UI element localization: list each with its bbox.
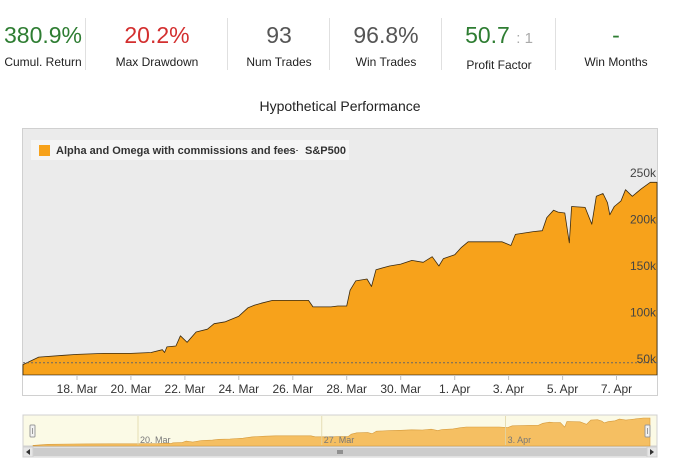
x-tick-label: 26. Mar xyxy=(272,382,313,396)
stat-label: Cumul. Return xyxy=(4,55,82,69)
stat-value: 93 xyxy=(266,22,292,48)
x-tick-label: 7. Apr xyxy=(601,382,632,396)
navigator[interactable]: 20. Mar 27. Mar 3. Apr xyxy=(22,414,658,447)
legend-label-sp500[interactable]: S&P500 xyxy=(305,145,346,157)
y-tick-label: 50k xyxy=(637,352,657,366)
stat-win-trades: 96.8% Win Trades xyxy=(330,0,442,82)
stat-value: 96.8% xyxy=(353,22,419,48)
stat-label: Num Trades xyxy=(246,55,312,69)
y-tick-label: 250k xyxy=(630,166,657,180)
x-tick-label: 18. Mar xyxy=(57,382,98,396)
stat-profit-factor: 50.7 : 1 Profit Factor xyxy=(442,0,556,82)
stat-label: Profit Factor xyxy=(466,58,532,72)
stat-divider xyxy=(227,18,228,70)
legend-swatch-alpha[interactable] xyxy=(39,145,50,156)
arrow-right-icon xyxy=(650,449,654,455)
stat-value: 20.2% xyxy=(124,22,190,48)
stat-divider xyxy=(555,18,556,70)
stat-divider xyxy=(85,18,86,70)
stats-bar: 380.9% Cumul. Return 20.2% Max Drawdown … xyxy=(0,0,690,82)
x-tick-label: 5. Apr xyxy=(547,382,578,396)
stat-value-group: 50.7 : 1 xyxy=(442,22,556,52)
x-tick-label: 3. Apr xyxy=(493,382,524,396)
navigator-tick-label: 20. Mar xyxy=(140,435,171,445)
x-tick-label: 22. Mar xyxy=(165,382,206,396)
scrollbar[interactable] xyxy=(22,446,658,458)
series-area-alpha-omega xyxy=(22,181,658,376)
x-tick-label: 20. Mar xyxy=(111,382,152,396)
y-tick-label: 150k xyxy=(630,259,657,273)
legend-background xyxy=(31,140,349,160)
legend-label-alpha[interactable]: Alpha and Omega with commissions and fee… xyxy=(56,145,296,157)
stat-label: Win Months xyxy=(584,55,648,69)
x-tick-label: 1. Apr xyxy=(439,382,470,396)
stat-value: - xyxy=(612,22,620,48)
y-tick-label: 200k xyxy=(630,213,657,227)
stat-label: Win Trades xyxy=(355,55,417,69)
chart-legend: Alpha and Omega with commissions and fee… xyxy=(31,140,349,160)
stat-value: 380.9% xyxy=(3,22,82,48)
navigator-tick-label: 3. Apr xyxy=(508,435,532,445)
x-tick-label: 30. Mar xyxy=(380,382,421,396)
stat-label: Max Drawdown xyxy=(115,55,199,69)
stat-divider xyxy=(441,18,442,70)
stat-win-months: - Win Months xyxy=(556,0,676,82)
chart-title: Hypothetical Performance xyxy=(259,98,421,114)
stat-max-drawdown: 20.2% Max Drawdown xyxy=(86,0,228,82)
navigator-series xyxy=(32,417,651,447)
stat-cumulative-return: 380.9% Cumul. Return xyxy=(0,0,86,82)
x-tick-label: 28. Mar xyxy=(326,382,367,396)
x-tick-label: 24. Mar xyxy=(218,382,259,396)
stat-num-trades: 93 Num Trades xyxy=(228,0,330,82)
stat-ratio: : 1 xyxy=(516,30,533,47)
navigator-tick-label: 27. Mar xyxy=(324,435,355,445)
stat-divider xyxy=(329,18,330,70)
stat-value: 50.7 xyxy=(465,22,510,48)
arrow-left-icon xyxy=(26,449,30,455)
y-tick-label: 100k xyxy=(630,306,657,320)
